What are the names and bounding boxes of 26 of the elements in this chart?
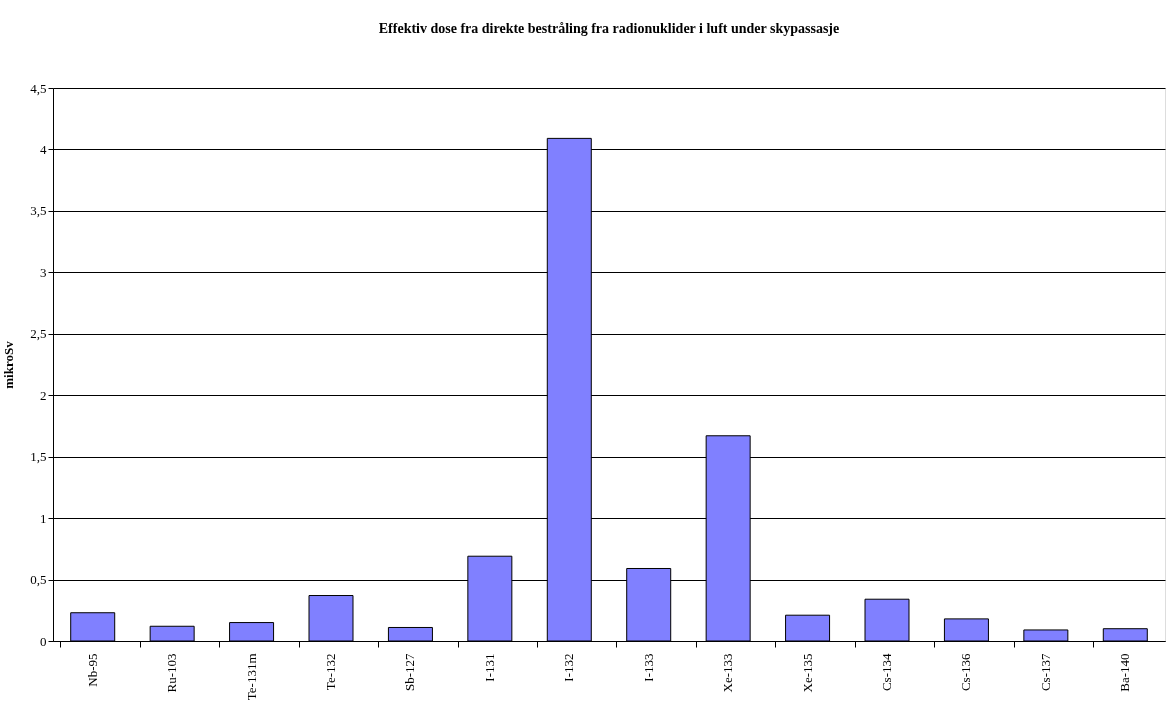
x-tick-label: I-131: [481, 653, 497, 682]
x-tick-label: Xe-135: [799, 653, 815, 693]
x-tick-label: Cs-134: [879, 653, 894, 692]
y-tick-label: 0: [40, 633, 47, 649]
x-tick-label: Xe-133: [720, 653, 736, 693]
x-tick-label: Ru-103: [164, 653, 180, 693]
chart-title: Effektiv dose fra direkte bestråling fra radionuklider i luft under skypassasje: [378, 21, 840, 36]
y-tick-label: 4: [40, 141, 47, 157]
y-tick-label: 1,5: [30, 449, 47, 465]
y-tick-label: 1: [40, 510, 47, 526]
y-tick-label: 3: [40, 264, 47, 280]
x-tick-label: I-132: [561, 653, 577, 682]
x-tick-label: I-133: [640, 653, 656, 682]
x-tick-label: Cs-136: [958, 653, 974, 692]
x-tick-label: Te-131m: [243, 653, 259, 701]
x-tick-label: Te-132: [323, 653, 338, 691]
x-tick-label: Nb-95: [84, 653, 100, 687]
y-axis-title: mikroSv: [1, 340, 17, 389]
y-tick-label: 2,5: [30, 326, 47, 342]
x-tick-label: Ba-140: [1117, 653, 1133, 692]
y-tick-label: 4,5: [30, 80, 47, 96]
x-tick-label: Cs-137: [1037, 653, 1053, 692]
x-tick-label: Sb-127: [402, 653, 418, 692]
y-tick-label: 3,5: [30, 203, 47, 219]
y-tick-label: 0,5: [30, 572, 47, 588]
y-tick-label: 2: [40, 387, 47, 403]
